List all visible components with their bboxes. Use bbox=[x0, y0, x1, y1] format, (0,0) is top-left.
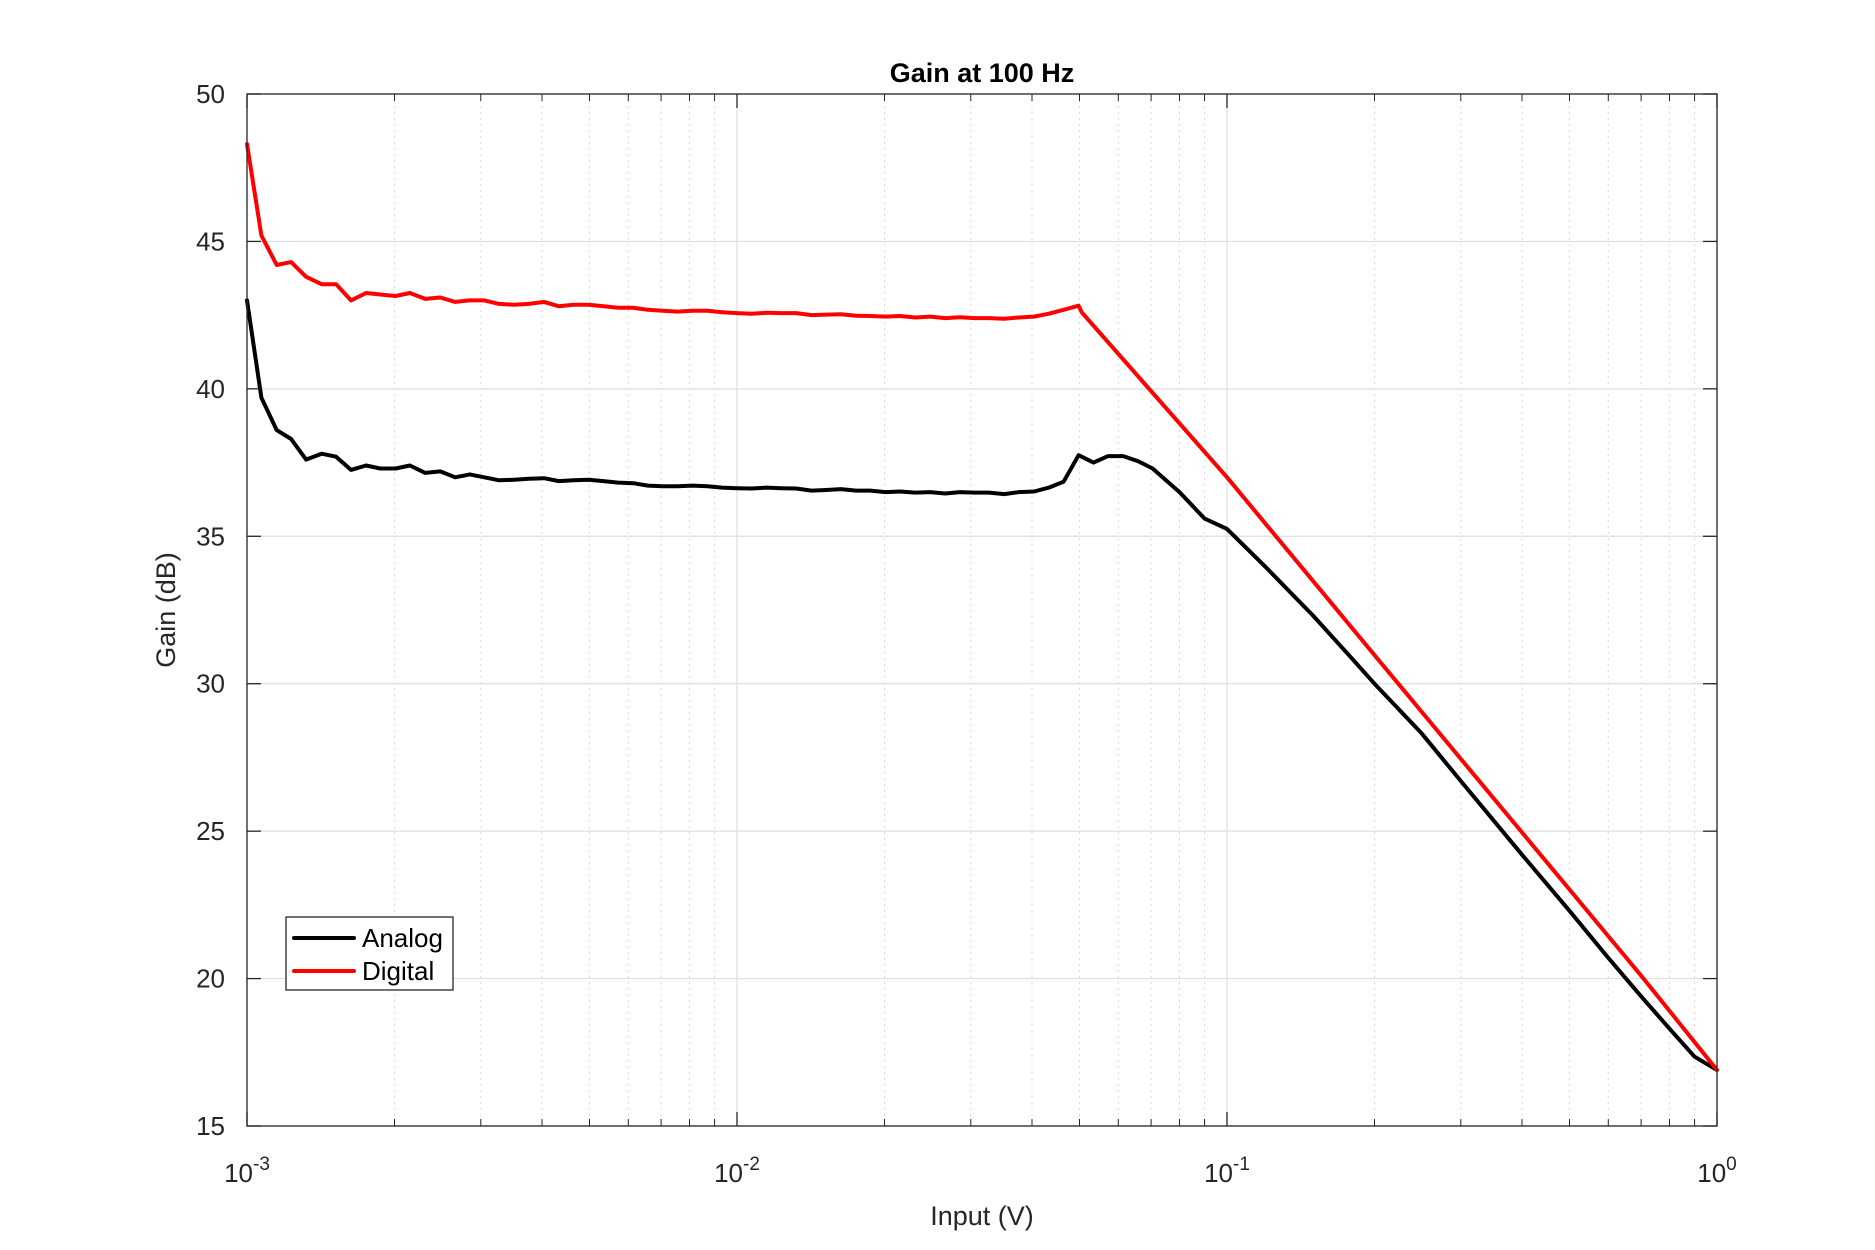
x-tick-label: 10-1 bbox=[1204, 1154, 1250, 1188]
legend-label-analog: Analog bbox=[362, 923, 443, 953]
legend-label-digital: Digital bbox=[362, 956, 434, 986]
x-tick-label: 10-2 bbox=[714, 1154, 760, 1188]
plot-background bbox=[247, 94, 1717, 1126]
grid-lines bbox=[246, 93, 1718, 1127]
x-tick-label: 100 bbox=[1697, 1154, 1737, 1188]
y-tick-label: 35 bbox=[196, 521, 225, 551]
y-tick-label: 25 bbox=[196, 816, 225, 846]
series-line-digital bbox=[245, 142, 1719, 1072]
y-tick-label: 45 bbox=[196, 226, 225, 256]
y-axis-label: Gain (dB) bbox=[151, 552, 181, 668]
y-tick-label: 50 bbox=[196, 79, 225, 109]
y-tick-label: 20 bbox=[196, 964, 225, 994]
x-tick-label: 10-3 bbox=[224, 1154, 270, 1188]
series-layer bbox=[245, 142, 1719, 1072]
series-line-analog bbox=[245, 298, 1719, 1072]
y-tick-label: 15 bbox=[196, 1111, 225, 1141]
axis-ticks bbox=[246, 93, 1718, 1127]
legend-box bbox=[285, 916, 454, 991]
y-tick-labels: 15 20 25 30 35 40 45 50 bbox=[196, 79, 225, 1141]
plot-box bbox=[246, 93, 1718, 1127]
y-tick-label: 40 bbox=[196, 374, 225, 404]
chart-title: Gain at 100 Hz bbox=[890, 58, 1075, 88]
legend: Analog Digital bbox=[285, 916, 454, 991]
x-axis-label: Input (V) bbox=[930, 1201, 1034, 1231]
y-tick-label: 30 bbox=[196, 669, 225, 699]
x-tick-labels: 10-3 10-2 10-1 100 bbox=[224, 1154, 1737, 1188]
